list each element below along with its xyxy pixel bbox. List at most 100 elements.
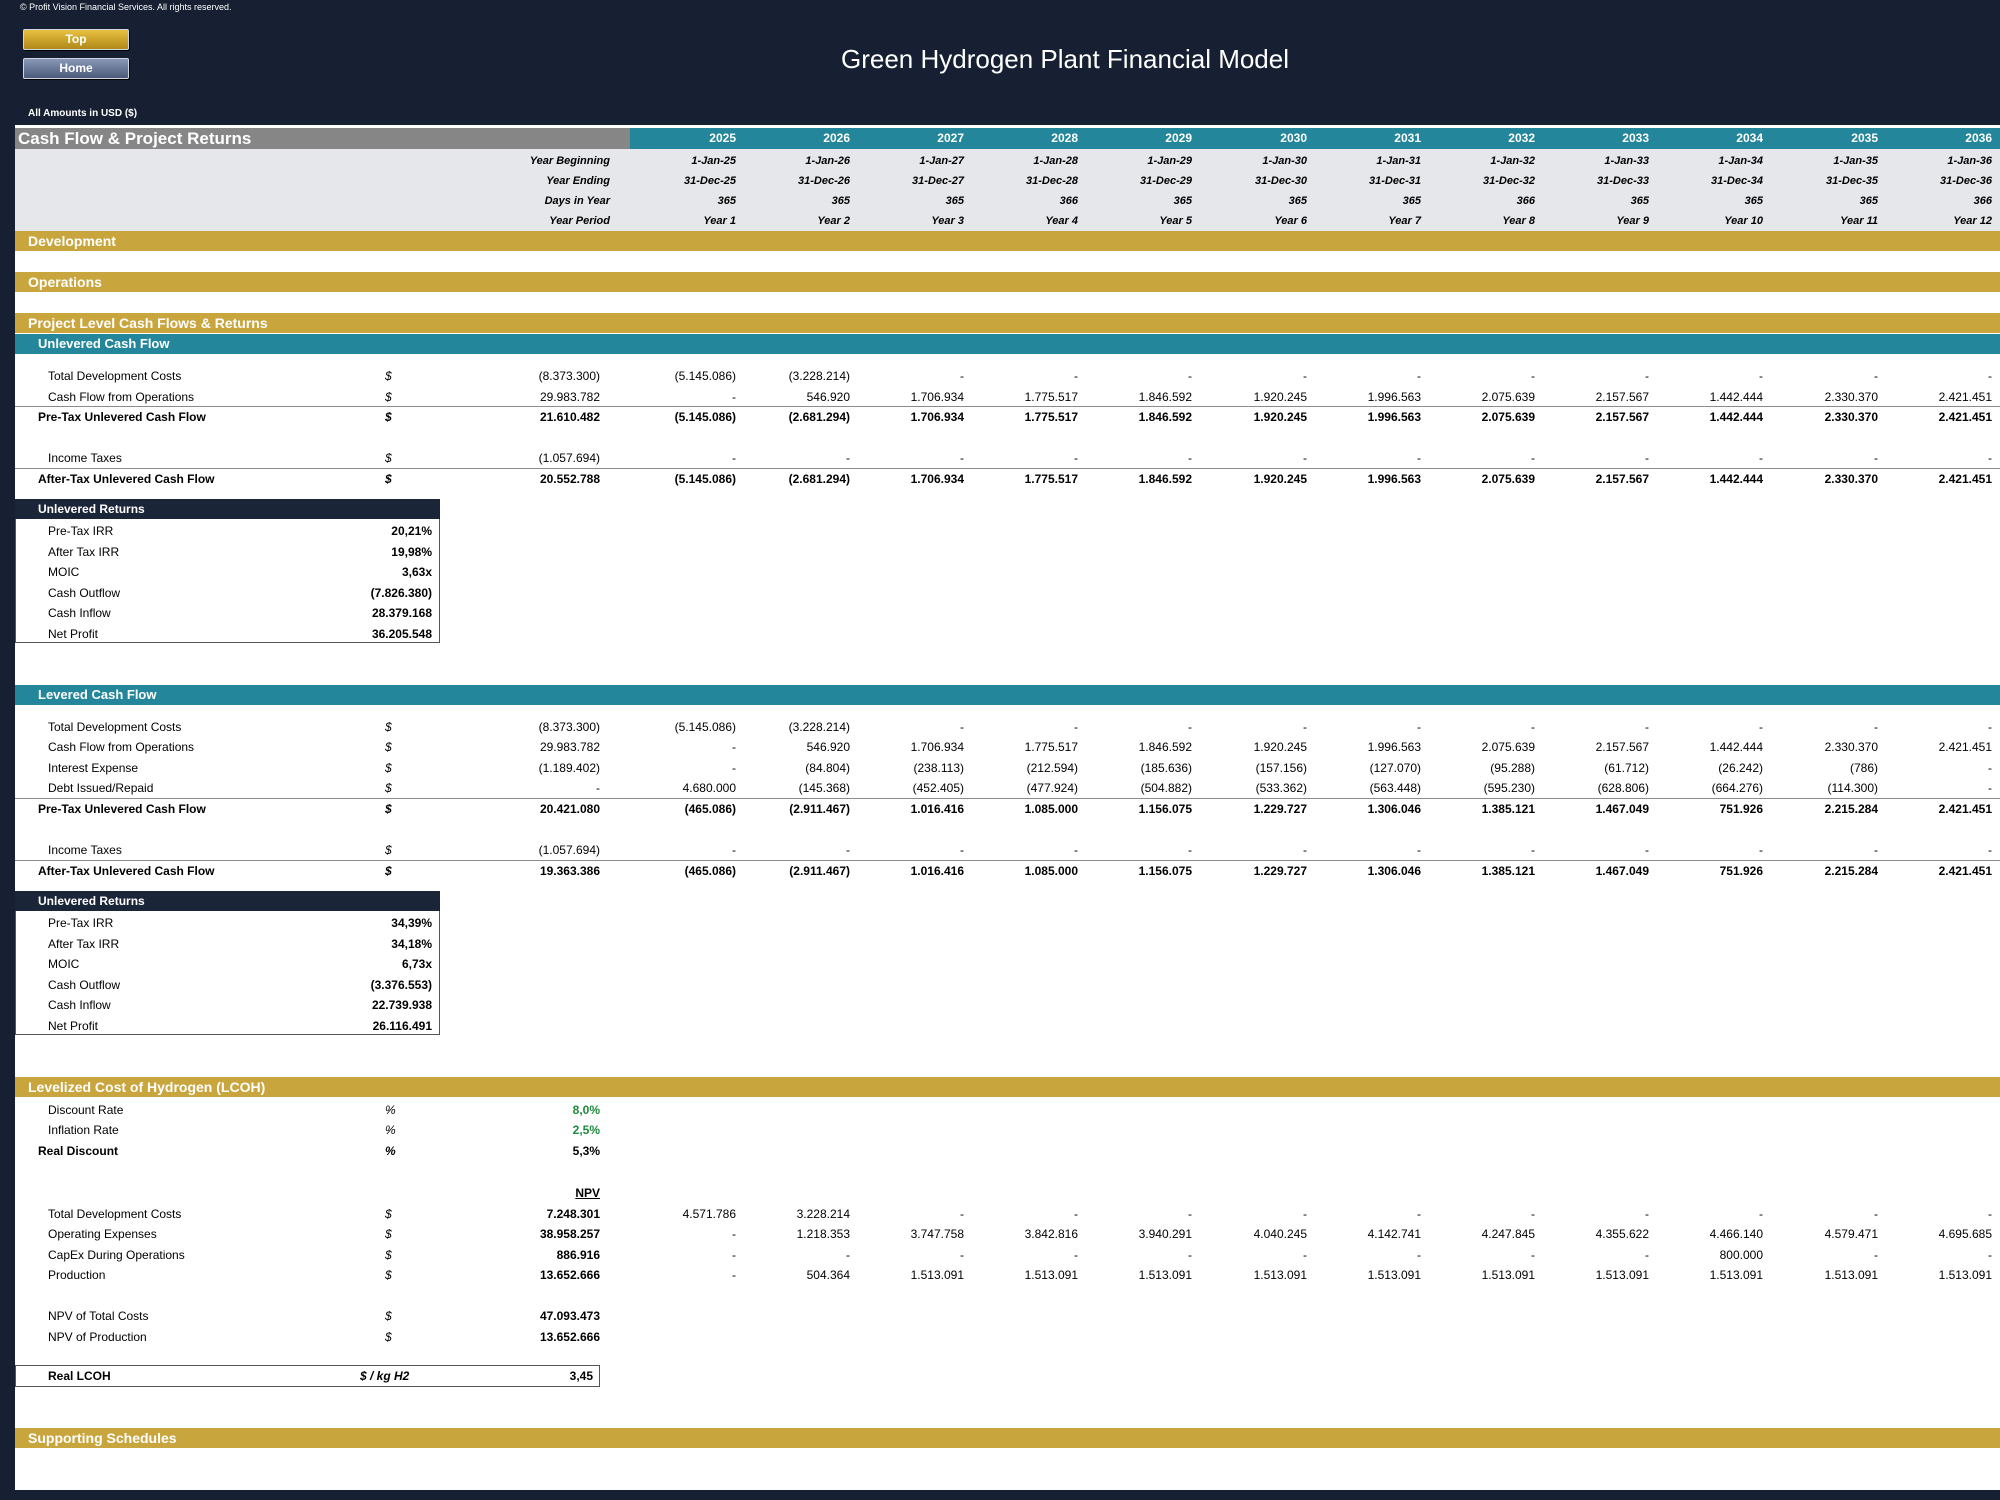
value-cell: - [732,761,736,775]
date-row: Days in Year 365 365 365 366 365 365 365 366 365 3… [15,191,2000,211]
row-total: 29.983.782 [539,390,600,404]
value-cell: - [1759,720,1763,734]
value-cell: - [1988,369,1992,383]
value-cell: - [1988,843,1992,857]
row-unit: $ [385,1227,392,1241]
date-cell: Year 11 [1840,215,1878,227]
date-cell: Year 8 [1502,215,1535,227]
top-button[interactable]: Top [23,29,129,50]
value-cell: 504.364 [806,1268,850,1282]
value-cell: - [1645,1207,1649,1221]
value-cell: - [1988,761,1992,775]
value-cell: (5.145.086) [674,720,736,734]
date-cell: 31-Dec-32 [1483,175,1535,187]
returns-value: 36.205.548 [371,627,432,641]
date-cell: 366 [1973,195,1992,207]
value-cell: - [846,843,850,857]
value-cell: - [1531,843,1535,857]
year-header-cell: 2026 [823,131,850,145]
value-cell: 2.075.639 [1481,390,1535,404]
value-cell: - [1074,451,1078,465]
value-cell: 4.579.471 [1824,1227,1878,1241]
year-header-cell: 2032 [1508,131,1535,145]
value-cell: - [1988,451,1992,465]
value-cell: 2.075.639 [1481,410,1535,424]
value-cell: 3.228.214 [796,1207,850,1221]
value-cell: 1.920.245 [1253,390,1307,404]
row-unit: $ [385,472,392,486]
value-cell: - [960,1207,964,1221]
value-cell: (61.712) [1604,761,1649,775]
row-label: Interest Expense [48,761,139,775]
real-lcoh-unit: $ / kg H2 [360,1369,410,1383]
sheet-title-cell [15,128,630,149]
returns-label: Cash Outflow [48,977,121,992]
value-cell: 1.306.046 [1367,802,1421,816]
cashflow-row: Income Taxes $ (1.057.694) - - - - - - - - - - - - [15,840,2000,860]
value-cell: 1.306.046 [1367,864,1421,878]
returns-value: 28.379.168 [371,606,432,621]
value-cell: 1.385.121 [1481,802,1535,816]
value-cell: - [1531,1248,1535,1262]
returns-value: 22.739.938 [371,998,432,1013]
value-cell: 2.421.451 [1938,740,1992,754]
value-cell: 4.466.140 [1709,1227,1763,1241]
date-cell: 365 [717,195,736,207]
value-cell: 3.747.758 [910,1227,964,1241]
value-cell: - [1188,369,1192,383]
value-cell: 2.157.567 [1595,740,1649,754]
date-cell: 1-Jan-31 [1376,155,1421,167]
value-cell: 1.085.000 [1024,802,1078,816]
section-supporting-label: Supporting Schedules [28,1430,177,1446]
value-cell: (786) [1849,761,1878,775]
value-cell: 1.775.517 [1024,740,1078,754]
row-total: 38.958.257 [539,1227,600,1241]
value-cell: 4.040.245 [1253,1227,1307,1241]
row-unit: $ [385,451,392,465]
row-unit: $ [385,369,392,383]
row-label: Cash Flow from Operations [48,740,195,754]
value-cell: (504.882) [1140,781,1192,795]
value-cell: - [732,740,736,754]
value-cell: - [1303,451,1307,465]
value-cell: (3.228.214) [788,369,850,383]
date-cell: 31-Dec-28 [1026,175,1078,187]
cashflow-row: Cash Flow from Operations $29.983.782 - 546… [15,387,2000,407]
date-cell: 1-Jan-33 [1604,155,1649,167]
row-unit: $ [385,781,392,795]
date-cell: 31-Dec-25 [684,175,736,187]
returns-row: Cash Inflow 28.379.168 [15,603,440,623]
row-total: 20.552.788 [539,472,600,486]
date-cell: 1-Jan-27 [919,155,964,167]
row-label: Income Taxes [48,451,122,465]
value-cell: - [1188,720,1192,734]
value-cell: 1.442.444 [1709,472,1763,486]
returns-value: 34,39% [391,916,432,930]
value-cell: 1.996.563 [1367,472,1421,486]
copyright-text: © Profit Vision Financial Services. All … [20,2,232,12]
value-cell: 546.920 [806,740,850,754]
value-cell: 1.385.121 [1481,864,1535,878]
home-button[interactable]: Home [23,58,129,79]
row-total: (8.373.300) [538,720,600,734]
value-cell: - [1874,369,1878,383]
value-cell: - [1074,1207,1078,1221]
value-cell: 1.218.353 [796,1227,850,1241]
cashflow-row: Operating Expenses $38.958.257 - 1.218.353 3… [15,1224,2000,1244]
date-cell: 31-Dec-30 [1255,175,1307,187]
returns-row: Net Profit 26.116.491 [15,1016,440,1036]
section-development-label: Development [28,233,116,249]
value-cell: (628.806) [1597,781,1649,795]
year-header-cell: 2035 [1851,131,1878,145]
returns-label: Cash Inflow [48,998,111,1013]
value-cell: 1.229.727 [1253,802,1307,816]
value-cell: (2.911.467) [789,864,850,878]
npv-summary-unit: $ [385,1330,392,1344]
cashflow-row: Pre-Tax Unlevered Cash Flow $21.610.482 (5… [15,407,2000,427]
value-cell: 2.157.567 [1595,390,1649,404]
levered-returns-title: Unlevered Returns [38,894,145,908]
value-cell: (185.636) [1140,761,1192,775]
row-unit: $ [385,864,392,878]
value-cell: - [1074,369,1078,383]
value-cell: 2.157.567 [1595,410,1649,424]
